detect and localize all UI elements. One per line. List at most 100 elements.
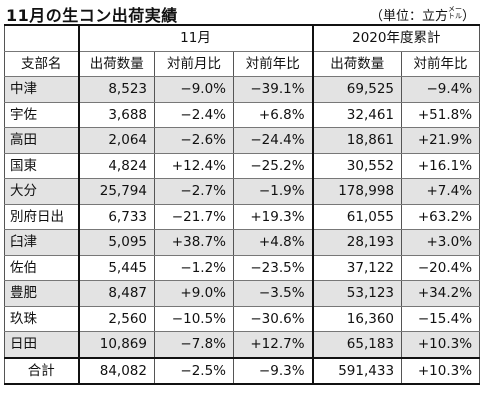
region-cell: 別府日出 [4,204,79,230]
table-row: 宇佐 3,688 −2.4% +6.8% 32,461 +51.8% [4,102,481,128]
month-yoy-cell: +12.7% [232,331,314,358]
year-shipment-cell: 16,360 [311,306,403,332]
month-mom-cell: +9.0% [154,280,234,307]
year-yoy-cell: +63.2% [401,204,481,230]
region-cell: 臼津 [4,229,79,256]
month-yoy-cell: +19.3% [232,204,314,230]
total-month-yoy-cell: −9.3% [232,356,314,385]
total-month-mom-cell: −2.5% [154,356,234,385]
year-shipment-cell: 30,552 [311,153,403,179]
month-mom-cell: −9.0% [154,76,234,103]
year-yoy-cell: +3.0% [401,229,481,256]
month-yoy-cell: +6.8% [232,102,314,128]
header-empty-cell [4,25,79,52]
month-yoy-cell: −39.1% [232,76,314,103]
table-row: 玖珠 2,560 −10.5% −30.6% 16,360 −15.4% [4,306,481,332]
year-shipment-cell: 69,525 [311,76,403,103]
month-yoy-cell: −1.9% [232,178,314,205]
month-yoy-cell: −25.2% [232,153,314,179]
month-shipment-cell: 5,445 [77,255,155,281]
month-shipment-cell: 2,064 [77,127,155,154]
region-cell: 大分 [4,178,79,205]
header-region: 支部名 [4,51,79,77]
region-cell: 中津 [4,76,79,103]
total-region-cell: 合計 [4,356,79,385]
unit-sup-top: メー [447,5,462,13]
month-shipment-cell: 2,560 [77,306,155,332]
month-yoy-cell: +4.8% [232,229,314,256]
month-shipment-cell: 25,794 [77,178,155,205]
header-year-group: 2020年度累計 [311,25,481,52]
year-yoy-cell: +34.2% [401,280,481,307]
year-yoy-cell: +16.1% [401,153,481,179]
header-group-row: 11月 2020年度累計 [4,25,481,52]
table-row: 国東 4,824 +12.4% −25.2% 30,552 +16.1% [4,153,481,179]
month-shipment-cell: 8,487 [77,280,155,307]
unit-sup-bottom: トル [447,12,462,20]
table-row: 日田 10,869 −7.8% +12.7% 65,183 +10.3% [4,331,481,358]
year-yoy-cell: +21.9% [401,127,481,154]
region-cell: 豊肥 [4,280,79,307]
month-shipment-cell: 10,869 [77,331,155,358]
header-column-row: 支部名 出荷数量 対前月比 対前年比 出荷数量 対前年比 [4,51,481,77]
header-year-shipment: 出荷数量 [311,51,403,77]
month-shipment-cell: 8,523 [77,76,155,103]
year-shipment-cell: 37,122 [311,255,403,281]
year-shipment-cell: 32,461 [311,102,403,128]
total-year-shipment-cell: 591,433 [311,356,403,385]
year-shipment-cell: 28,193 [311,229,403,256]
year-yoy-cell: −15.4% [401,306,481,332]
region-cell: 玖珠 [4,306,79,332]
year-shipment-cell: 53,123 [311,280,403,307]
shipment-table: 11月 2020年度累計 支部名 出荷数量 対前月比 対前年比 出荷数量 対前年… [4,24,481,385]
month-mom-cell: −1.2% [154,255,234,281]
region-cell: 日田 [4,331,79,358]
year-yoy-cell: +7.4% [401,178,481,205]
region-cell: 佐伯 [4,255,79,281]
table-row: 別府日出 6,733 −21.7% +19.3% 61,055 +63.2% [4,204,481,230]
year-yoy-cell: +10.3% [401,331,481,358]
month-shipment-cell: 5,095 [77,229,155,256]
header-year-yoy: 対前年比 [401,51,481,77]
header-month-yoy: 対前年比 [232,51,314,77]
month-mom-cell: −2.6% [154,127,234,154]
month-yoy-cell: −3.5% [232,280,314,307]
table-row: 豊肥 8,487 +9.0% −3.5% 53,123 +34.2% [4,280,481,307]
year-shipment-cell: 18,861 [311,127,403,154]
total-year-yoy-cell: +10.3% [401,356,481,385]
year-shipment-cell: 178,998 [311,178,403,205]
table-row: 佐伯 5,445 −1.2% −23.5% 37,122 −20.4% [4,255,481,281]
month-yoy-cell: −30.6% [232,306,314,332]
month-shipment-cell: 3,688 [77,102,155,128]
header-month-mom: 対前月比 [154,51,234,77]
unit-tiny: メー トル [448,6,462,20]
unit-note: （単位：立方メー トル） [369,5,475,25]
month-mom-cell: +12.4% [154,153,234,179]
header-month-group: 11月 [77,25,314,52]
year-yoy-cell: −20.4% [401,255,481,281]
month-shipment-cell: 4,824 [77,153,155,179]
total-row: 合計 84,082 −2.5% −9.3% 591,433 +10.3% [4,356,481,385]
table-row: 臼津 5,095 +38.7% +4.8% 28,193 +3.0% [4,229,481,256]
table-row: 大分 25,794 −2.7% −1.9% 178,998 +7.4% [4,178,481,205]
total-month-shipment-cell: 84,082 [77,356,155,385]
unit-prefix: （単位：立方 [369,9,448,24]
year-shipment-cell: 61,055 [311,204,403,230]
month-mom-cell: −2.7% [154,178,234,205]
region-cell: 宇佐 [4,102,79,128]
table-row: 高田 2,064 −2.6% −24.4% 18,861 +21.9% [4,127,481,154]
year-shipment-cell: 65,183 [311,331,403,358]
region-cell: 高田 [4,127,79,154]
month-yoy-cell: −24.4% [232,127,314,154]
month-mom-cell: −2.4% [154,102,234,128]
month-mom-cell: −21.7% [154,204,234,230]
month-mom-cell: −7.8% [154,331,234,358]
unit-suffix: ） [461,9,475,24]
month-mom-cell: −10.5% [154,306,234,332]
year-yoy-cell: −9.4% [401,76,481,103]
month-shipment-cell: 6,733 [77,204,155,230]
table-title: 11月の生コン出荷実績 [6,6,178,25]
header-month-shipment: 出荷数量 [77,51,155,77]
month-yoy-cell: −23.5% [232,255,314,281]
month-mom-cell: +38.7% [154,229,234,256]
